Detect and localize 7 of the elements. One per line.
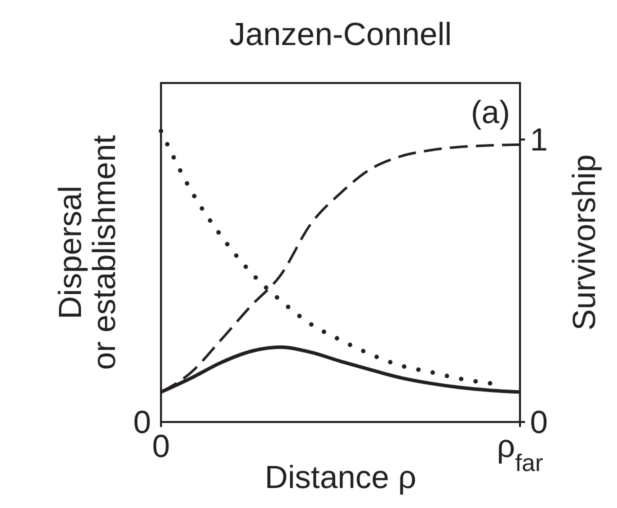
y2-axis-title: Survivorship xyxy=(566,154,602,331)
text: 0 xyxy=(133,404,151,440)
chart-title: Janzen-Connell xyxy=(229,16,452,52)
annotation: (a) xyxy=(470,94,510,130)
y-tick-label: 1 xyxy=(530,122,548,158)
y-axis-title: Dispersal or establishment xyxy=(52,135,122,370)
x-axis-title: Distance ρ xyxy=(264,459,416,495)
